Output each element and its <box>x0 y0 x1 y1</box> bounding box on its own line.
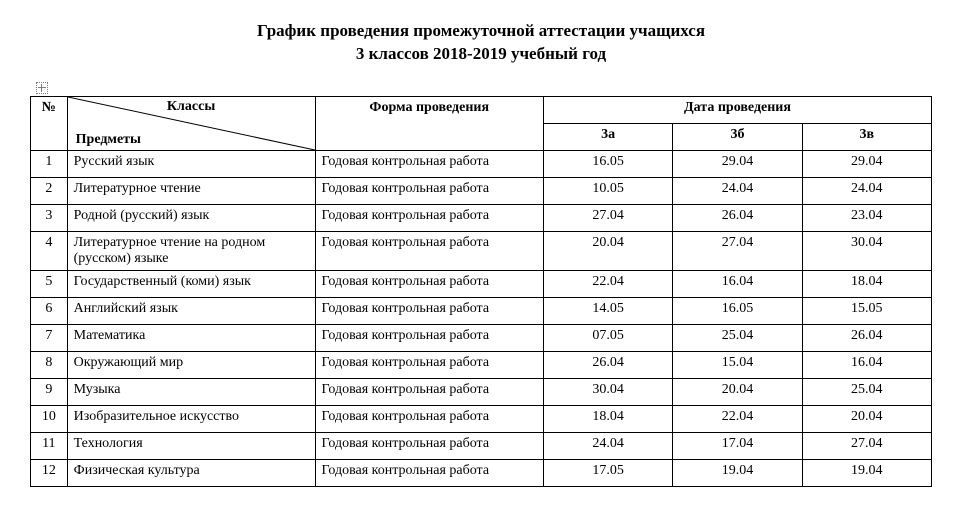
attestation-table: № Классы Предметы Форма проведения Дата … <box>30 96 932 487</box>
cell-date-a: 30.04 <box>543 378 672 405</box>
table-row: 5Государственный (коми) языкГодовая конт… <box>31 270 932 297</box>
cell-num: 9 <box>31 378 68 405</box>
cell-form: Годовая контрольная работа <box>315 177 543 204</box>
cell-form: Годовая контрольная работа <box>315 150 543 177</box>
cell-date-v: 23.04 <box>802 204 931 231</box>
table-row: 1Русский языкГодовая контрольная работа1… <box>31 150 932 177</box>
cell-form: Годовая контрольная работа <box>315 351 543 378</box>
cell-form: Годовая контрольная работа <box>315 378 543 405</box>
cell-date-b: 22.04 <box>673 405 802 432</box>
cell-date-b: 17.04 <box>673 432 802 459</box>
table-row: 2Литературное чтениеГодовая контрольная … <box>31 177 932 204</box>
cell-subject: Русский язык <box>67 150 315 177</box>
cell-num: 10 <box>31 405 68 432</box>
table-row: 8Окружающий мирГодовая контрольная работ… <box>31 351 932 378</box>
cell-form: Годовая контрольная работа <box>315 432 543 459</box>
cell-form: Годовая контрольная работа <box>315 231 543 270</box>
cell-subject: Родной (русский) язык <box>67 204 315 231</box>
header-class-v: 3в <box>802 123 931 150</box>
cell-date-a: 24.04 <box>543 432 672 459</box>
cell-date-a: 27.04 <box>543 204 672 231</box>
table-row: 3Родной (русский) языкГодовая контрольна… <box>31 204 932 231</box>
cell-subject: Математика <box>67 324 315 351</box>
cell-date-a: 22.04 <box>543 270 672 297</box>
header-classes: Классы <box>68 99 315 115</box>
cell-date-v: 16.04 <box>802 351 931 378</box>
cell-date-b: 15.04 <box>673 351 802 378</box>
cell-form: Годовая контрольная работа <box>315 459 543 486</box>
table-row: 6Английский языкГодовая контрольная рабо… <box>31 297 932 324</box>
cell-subject: Литературное чтение на родном (русском) … <box>67 231 315 270</box>
page-title: График проведения промежуточной аттестац… <box>30 20 932 66</box>
cell-form: Годовая контрольная работа <box>315 204 543 231</box>
cell-date-b: 16.04 <box>673 270 802 297</box>
header-diag: Классы Предметы <box>67 96 315 150</box>
cell-date-a: 17.05 <box>543 459 672 486</box>
cell-num: 4 <box>31 231 68 270</box>
cell-form: Годовая контрольная работа <box>315 405 543 432</box>
cell-date-b: 25.04 <box>673 324 802 351</box>
header-class-a: 3а <box>543 123 672 150</box>
cell-subject: Музыка <box>67 378 315 405</box>
cell-subject: Изобразительное искусство <box>67 405 315 432</box>
cell-date-v: 29.04 <box>802 150 931 177</box>
cell-date-v: 18.04 <box>802 270 931 297</box>
table-anchor-icon <box>36 82 48 94</box>
title-line-2: 3 классов 2018-2019 учебный год <box>356 44 606 63</box>
cell-subject: Окружающий мир <box>67 351 315 378</box>
header-form: Форма проведения <box>315 96 543 150</box>
cell-form: Годовая контрольная работа <box>315 297 543 324</box>
cell-date-v: 27.04 <box>802 432 931 459</box>
cell-date-v: 19.04 <box>802 459 931 486</box>
cell-num: 3 <box>31 204 68 231</box>
table-row: 7МатематикаГодовая контрольная работа07.… <box>31 324 932 351</box>
cell-date-v: 30.04 <box>802 231 931 270</box>
cell-num: 12 <box>31 459 68 486</box>
header-num: № <box>31 96 68 150</box>
cell-date-v: 15.05 <box>802 297 931 324</box>
table-row: 10Изобразительное искусствоГодовая контр… <box>31 405 932 432</box>
cell-date-b: 27.04 <box>673 231 802 270</box>
cell-date-b: 19.04 <box>673 459 802 486</box>
cell-date-a: 07.05 <box>543 324 672 351</box>
cell-subject: Английский язык <box>67 297 315 324</box>
cell-num: 7 <box>31 324 68 351</box>
table-header-row-1: № Классы Предметы Форма проведения Дата … <box>31 96 932 123</box>
cell-date-b: 26.04 <box>673 204 802 231</box>
cell-num: 1 <box>31 150 68 177</box>
cell-subject: Литературное чтение <box>67 177 315 204</box>
cell-num: 2 <box>31 177 68 204</box>
cell-date-v: 24.04 <box>802 177 931 204</box>
cell-subject: Технология <box>67 432 315 459</box>
cell-num: 6 <box>31 297 68 324</box>
cell-date-a: 10.05 <box>543 177 672 204</box>
cell-num: 11 <box>31 432 68 459</box>
header-class-b: 3б <box>673 123 802 150</box>
cell-date-a: 16.05 <box>543 150 672 177</box>
header-subjects: Предметы <box>76 132 141 148</box>
cell-form: Годовая контрольная работа <box>315 270 543 297</box>
cell-date-a: 20.04 <box>543 231 672 270</box>
cell-num: 8 <box>31 351 68 378</box>
cell-date-v: 26.04 <box>802 324 931 351</box>
table-row: 12Физическая культураГодовая контрольная… <box>31 459 932 486</box>
cell-form: Годовая контрольная работа <box>315 324 543 351</box>
table-row: 11ТехнологияГодовая контрольная работа24… <box>31 432 932 459</box>
table-row: 4Литературное чтение на родном (русском)… <box>31 231 932 270</box>
cell-num: 5 <box>31 270 68 297</box>
table-row: 9МузыкаГодовая контрольная работа30.0420… <box>31 378 932 405</box>
header-date-group: Дата проведения <box>543 96 931 123</box>
cell-subject: Государственный (коми) язык <box>67 270 315 297</box>
cell-date-b: 20.04 <box>673 378 802 405</box>
cell-date-b: 29.04 <box>673 150 802 177</box>
cell-date-a: 14.05 <box>543 297 672 324</box>
cell-subject: Физическая культура <box>67 459 315 486</box>
cell-date-v: 20.04 <box>802 405 931 432</box>
cell-date-b: 24.04 <box>673 177 802 204</box>
cell-date-v: 25.04 <box>802 378 931 405</box>
cell-date-a: 26.04 <box>543 351 672 378</box>
title-line-1: График проведения промежуточной аттестац… <box>257 21 705 40</box>
cell-date-b: 16.05 <box>673 297 802 324</box>
cell-date-a: 18.04 <box>543 405 672 432</box>
